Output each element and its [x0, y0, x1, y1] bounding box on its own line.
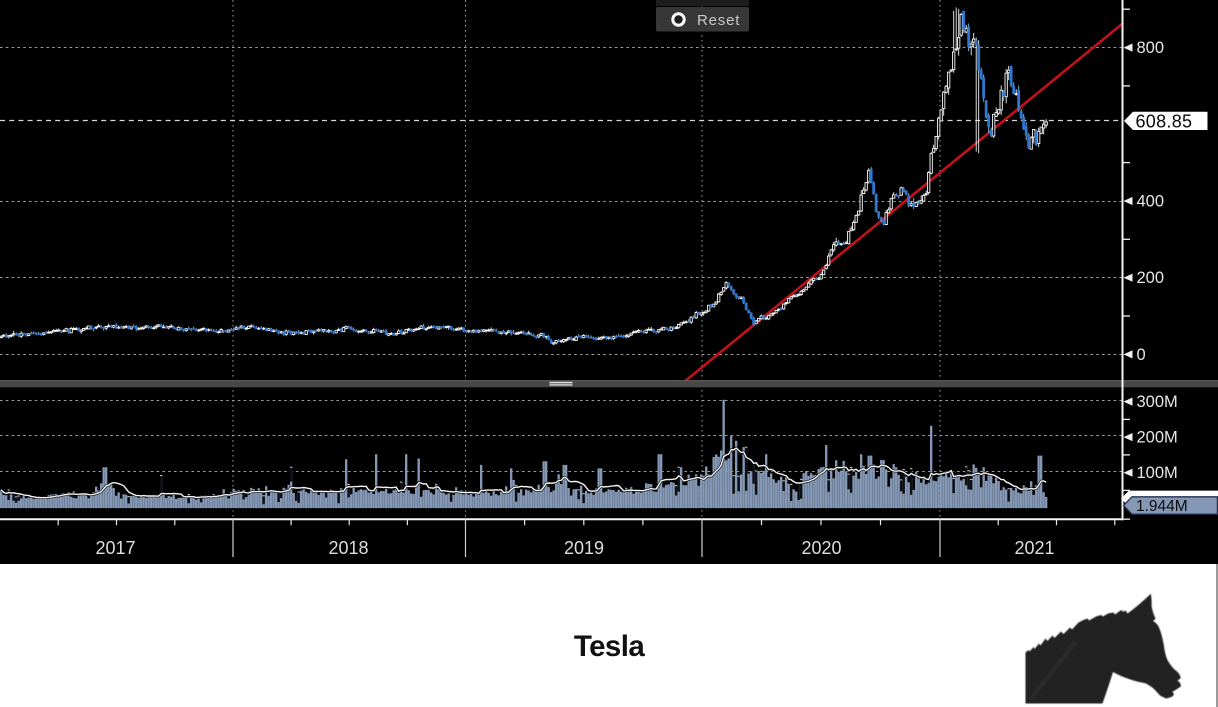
svg-text:608.85: 608.85 [1136, 112, 1193, 132]
svg-text:1.944M: 1.944M [1136, 498, 1188, 515]
svg-text:800: 800 [1137, 39, 1165, 57]
svg-text:300M: 300M [1137, 393, 1178, 411]
svg-text:2020: 2020 [801, 538, 841, 558]
svg-text:2021: 2021 [1014, 538, 1054, 558]
svg-text:Reset: Reset [697, 12, 740, 29]
svg-text:2018: 2018 [328, 538, 368, 558]
svg-text:2017: 2017 [95, 538, 135, 558]
svg-text:100M: 100M [1137, 464, 1178, 482]
svg-text:200: 200 [1137, 269, 1165, 287]
svg-text:200M: 200M [1137, 429, 1178, 447]
svg-text:0: 0 [1137, 346, 1146, 364]
svg-text:400: 400 [1137, 193, 1165, 211]
svg-text:2019: 2019 [564, 538, 604, 558]
